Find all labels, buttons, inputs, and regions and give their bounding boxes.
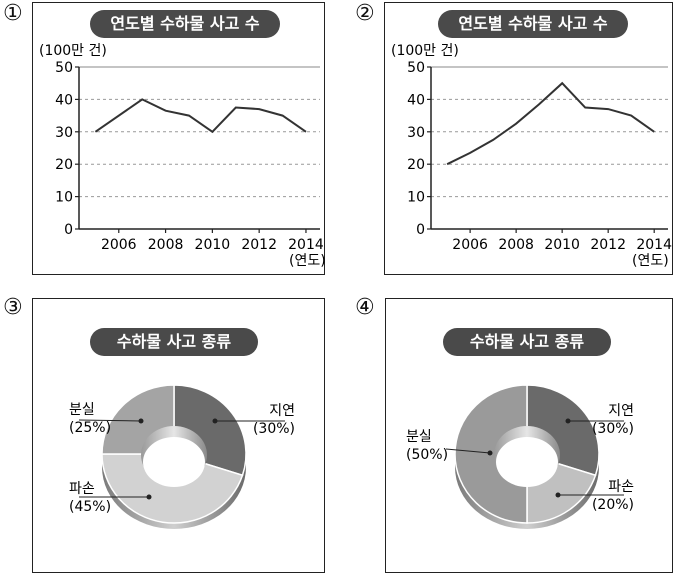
option-2-number: ② (355, 1, 375, 26)
y-tick-label: 30 (55, 125, 73, 141)
leader-dot (487, 450, 493, 456)
x-tick-label: 2014 (636, 237, 672, 253)
line-chart-panel-1: 연도별 수하물 사고 수 (100만 건) 0 10 20 30 40 50 2006 200… (32, 2, 326, 275)
x-axis-unit-label: (연도) (632, 253, 669, 269)
leader-dot (138, 418, 144, 424)
series-line (94, 98, 307, 134)
x-tick-label: 2010 (195, 237, 231, 253)
donut-chart-3: 지연 (30%) 파손 (45%) 분실 (25%) (69, 384, 295, 529)
slice-label: 분실 (406, 429, 432, 445)
leader-dot (146, 494, 152, 500)
x-tick-label: 2010 (544, 237, 580, 253)
x-tick-label: 2008 (498, 237, 534, 253)
x-tick-label: 2012 (590, 237, 626, 253)
option-1-number: ① (3, 1, 23, 26)
leader-dot (565, 418, 571, 424)
y-axis-unit-label: (100만 건) (39, 43, 107, 59)
y-tick-label: 20 (55, 157, 73, 173)
slice-percent: (50%) (406, 447, 448, 463)
line-chart-panel-2: 연도별 수하물 사고 수 (100만 건) 0 10 20 30 40 50 2006 200… (384, 2, 673, 275)
slice-percent: (30%) (253, 421, 295, 437)
leader-line (445, 448, 491, 454)
y-tick-label: 0 (64, 222, 73, 238)
option-3-number: ③ (3, 295, 23, 320)
line-chart-1: (100만 건) 0 10 20 30 40 50 2006 2008 2010 2012 2014… (39, 43, 326, 269)
slice-percent: (20%) (592, 497, 634, 513)
x-tick-label: 2006 (101, 237, 137, 253)
x-tick-label: 2006 (452, 237, 488, 253)
line-chart-2: (100만 건) 0 10 20 30 40 50 2006 2008 2010 2012 2014… (391, 43, 672, 269)
option-4-number: ④ (355, 295, 375, 320)
x-tick-label: 2008 (148, 237, 184, 253)
y-tick-label: 10 (55, 190, 73, 206)
chart-title: 수하물 사고 종류 (90, 328, 258, 356)
donut-hole (143, 437, 205, 487)
donut-slice (101, 453, 244, 524)
leader-line (78, 419, 142, 422)
slice-label: 지연 (269, 403, 295, 419)
y-tick-label: 10 (407, 190, 425, 206)
y-tick-label: 20 (407, 157, 425, 173)
slice-percent: (45%) (69, 499, 111, 515)
y-tick-label: 50 (55, 60, 73, 76)
y-tick-label: 50 (407, 60, 425, 76)
y-tick-label: 40 (55, 92, 73, 108)
donut-chart-panel-4: 수하물 사고 종류 지연 (30%) 파손 (20%) 분실 (50%) (385, 298, 673, 573)
y-tick-label: 0 (416, 222, 425, 238)
donut-chart-panel-3: 수하물 사고 종류 지연 (30%) 파손 (45%) 분실 (25%) (32, 298, 325, 573)
x-axis-unit-label: (연도) (289, 253, 326, 269)
slice-label: 파손 (608, 479, 634, 495)
x-tick-label: 2012 (241, 237, 277, 253)
chart-title: 수하물 사고 종류 (443, 328, 611, 356)
leader-dot (555, 492, 561, 498)
slice-label: 분실 (69, 402, 95, 418)
donut-hole (496, 437, 558, 487)
slice-label: 파손 (69, 481, 95, 497)
y-tick-label: 30 (407, 125, 425, 141)
series-line (446, 81, 655, 166)
chart-title: 연도별 수하물 사고 수 (438, 10, 628, 38)
leader-dot (212, 418, 218, 424)
slice-percent: (25%) (69, 420, 111, 436)
y-tick-label: 40 (407, 92, 425, 108)
x-tick-label: 2014 (288, 237, 324, 253)
chart-title: 연도별 수하물 사고 수 (90, 10, 280, 38)
slice-percent: (30%) (592, 421, 634, 437)
slice-label: 지연 (608, 403, 634, 419)
donut-chart-4: 지연 (30%) 파손 (20%) 분실 (50%) (406, 384, 634, 529)
y-axis-unit-label: (100만 건) (391, 43, 459, 59)
